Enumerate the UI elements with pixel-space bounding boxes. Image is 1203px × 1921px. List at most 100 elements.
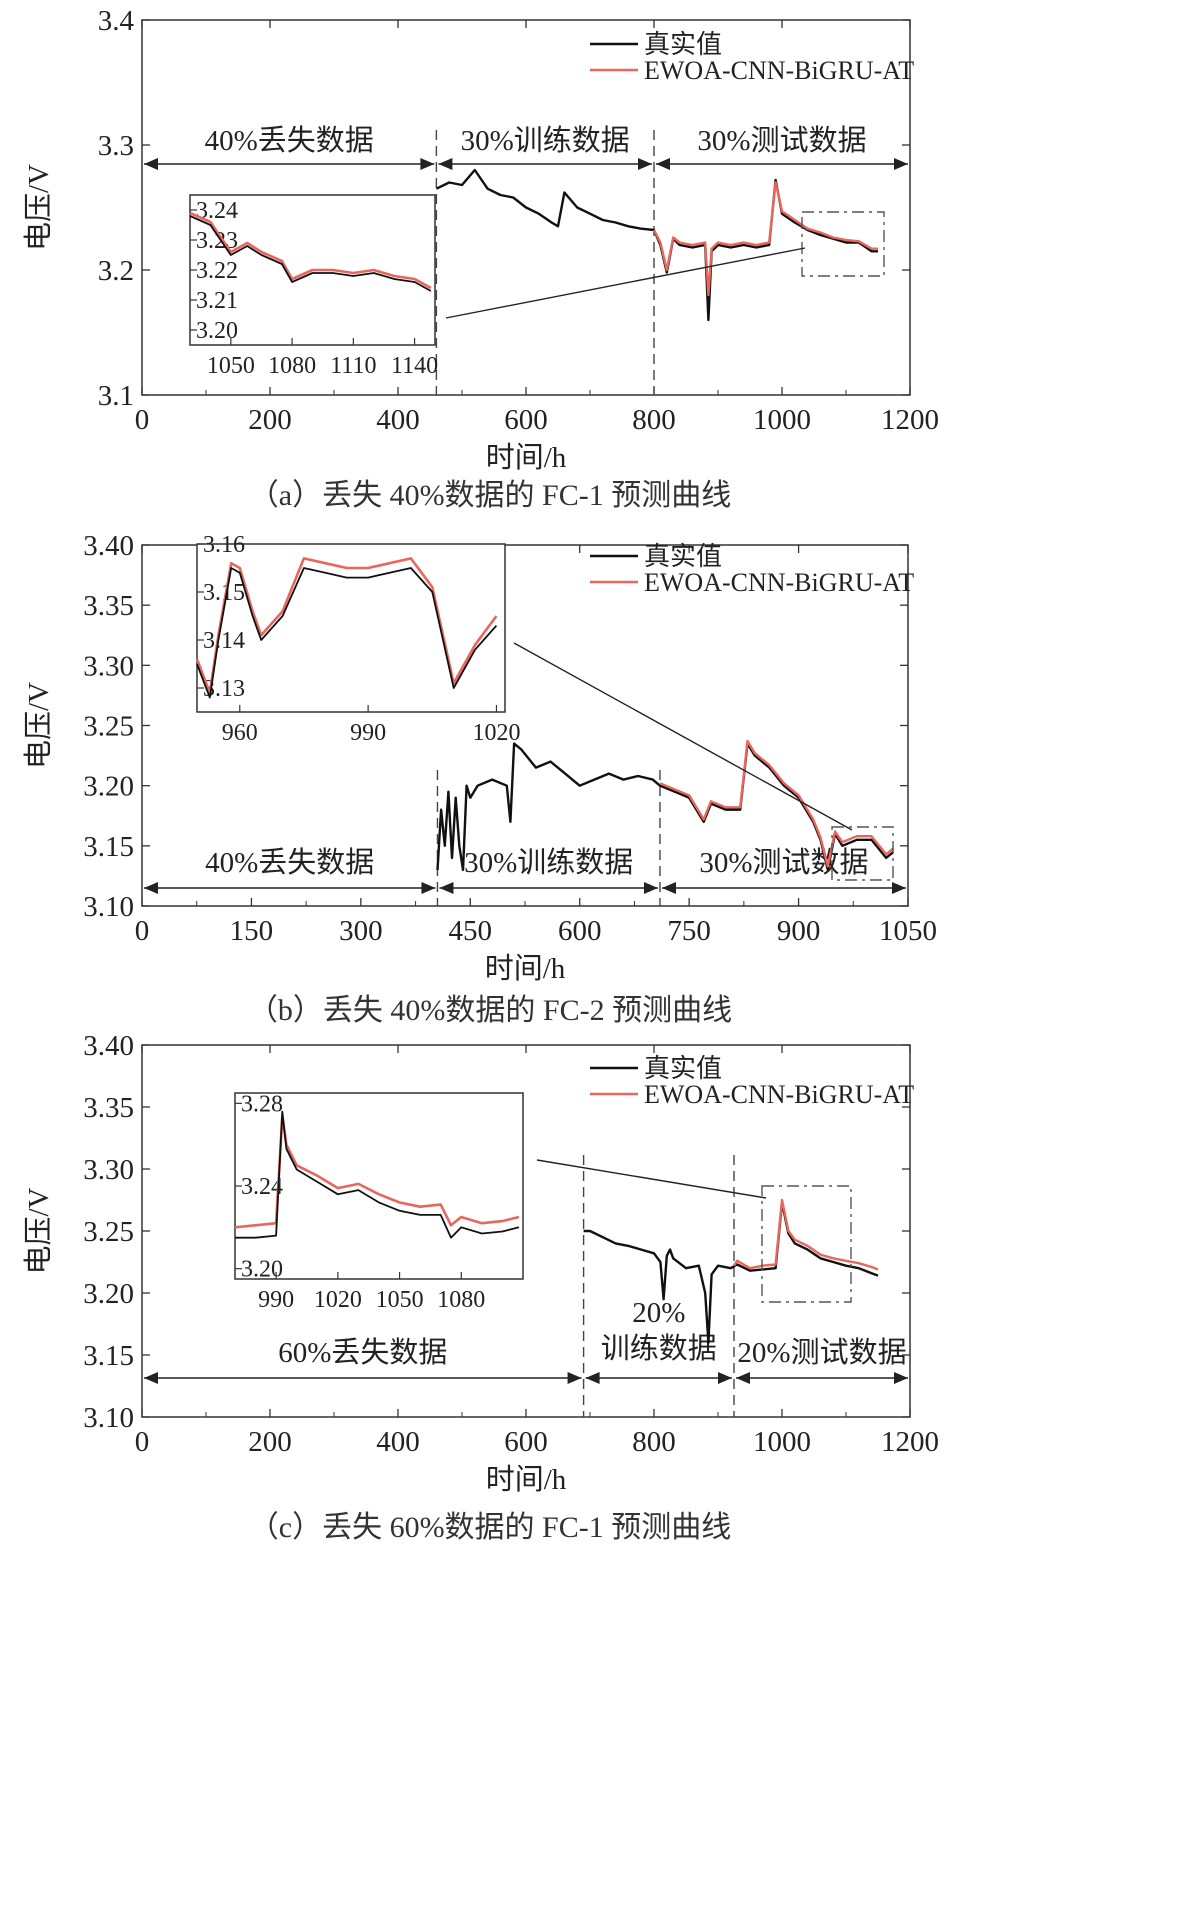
inset-actual-line xyxy=(235,1110,520,1239)
inset-y-tick-label: 3.24 xyxy=(241,1174,283,1200)
inset-predicted-line xyxy=(189,211,432,290)
arrow-head xyxy=(421,882,436,894)
x-tick-label: 600 xyxy=(504,404,548,436)
zoom-region-box xyxy=(801,211,885,277)
inset-x-tick-label: 1020 xyxy=(314,1287,362,1313)
legend-actual-label: 真实值 xyxy=(644,542,722,571)
inset-actual-line xyxy=(189,215,432,292)
y-tick-label: 3.30 xyxy=(83,1154,134,1186)
x-tick-label: 200 xyxy=(248,404,292,436)
x-tick-label: 1200 xyxy=(881,404,939,436)
x-tick-label: 150 xyxy=(230,915,274,947)
y-tick-label: 3.30 xyxy=(83,650,134,682)
panel-caption: （a）丢失 40%数据的 FC-1 预测曲线 xyxy=(249,479,732,512)
y-tick-label: 3.40 xyxy=(83,1030,134,1062)
inset-x-tick-label: 1050 xyxy=(207,353,255,379)
inset-x-tick-label: 990 xyxy=(258,1287,294,1313)
inset-x-tick-label: 1140 xyxy=(391,353,438,379)
x-tick-label: 1000 xyxy=(753,1426,811,1458)
y-tick-label: 3.25 xyxy=(83,711,134,743)
arrow-head xyxy=(567,1372,582,1384)
arrow-head xyxy=(894,158,908,170)
x-tick-label: 1050 xyxy=(879,915,937,947)
y-tick-label: 3.15 xyxy=(83,831,134,863)
inset-y-tick-label: 3.14 xyxy=(203,628,245,654)
zoom-region-box xyxy=(761,1185,852,1303)
zoom-connector-line xyxy=(536,1159,767,1199)
inset-x-tick-label: 1020 xyxy=(472,720,520,746)
zoom-connector-line xyxy=(445,247,806,319)
series-predicted-line xyxy=(659,739,895,868)
x-axis-label: 时间/h xyxy=(486,441,567,474)
chart-panel-c: 3.10 3.15 3.20 3.25 3.30 3.35 3.40 0 200 400 600 80… xyxy=(22,1030,939,1544)
legend-predicted-label: EWOA-CNN-BiGRU-AT xyxy=(644,568,914,597)
y-tick-label: 3.40 xyxy=(83,530,134,562)
inset-y-tick-label: 3.21 xyxy=(196,288,238,314)
arrow-head xyxy=(718,1372,732,1384)
segment-label: 40%丢失数据 xyxy=(205,846,374,879)
y-tick-label: 3.1 xyxy=(98,380,134,412)
x-tick-label: 400 xyxy=(376,404,420,436)
y-tick-label: 3.20 xyxy=(83,771,134,803)
series-predicted-line xyxy=(732,1198,879,1271)
x-tick-label: 1000 xyxy=(753,404,811,436)
inset-x-tick-label: 1080 xyxy=(268,353,316,379)
inset-y-tick-label: 3.20 xyxy=(196,318,238,344)
inset-x-tick-label: 990 xyxy=(350,720,386,746)
arrow-head xyxy=(894,1372,908,1384)
y-tick-label: 3.25 xyxy=(83,1216,134,1248)
inset-actual-line xyxy=(196,567,498,699)
inset-x-tick-label: 1080 xyxy=(437,1287,485,1313)
inset-y-tick-label: 3.28 xyxy=(241,1091,283,1117)
panel-caption: （c）丢失 60%数据的 FC-1 预测曲线 xyxy=(249,1511,732,1544)
inset-y-tick-label: 3.16 xyxy=(203,532,245,558)
x-tick-label: 400 xyxy=(376,1426,420,1458)
panel-caption: （b）丢失 40%数据的 FC-2 预测曲线 xyxy=(248,994,732,1027)
x-tick-label: 300 xyxy=(339,915,383,947)
y-axis-label: 电压/V xyxy=(22,1187,55,1274)
legend-actual-label: 真实值 xyxy=(644,1054,722,1083)
arrow-head xyxy=(420,158,435,170)
y-tick-label: 3.10 xyxy=(83,1402,134,1434)
y-tick-label: 3.3 xyxy=(98,130,134,162)
y-axis-label: 电压/V xyxy=(22,682,55,769)
arrow-head xyxy=(144,1372,158,1384)
segment-label: 30%训练数据 xyxy=(461,124,630,157)
inset-x-tick-label: 1050 xyxy=(376,1287,424,1313)
series-actual-line xyxy=(435,168,878,322)
segment-label: 60%丢失数据 xyxy=(278,1336,447,1369)
y-tick-label: 3.20 xyxy=(83,1278,134,1310)
legend-predicted-label: EWOA-CNN-BiGRU-AT xyxy=(644,1080,914,1109)
x-tick-label: 0 xyxy=(135,404,150,436)
zoom-region-box xyxy=(831,826,894,881)
arrow-head xyxy=(736,1372,750,1384)
y-tick-label: 3.2 xyxy=(98,255,134,287)
legend-actual-label: 真实值 xyxy=(644,30,722,59)
inset-y-tick-label: 3.24 xyxy=(196,198,238,224)
y-tick-label: 3.35 xyxy=(83,590,134,622)
y-tick-label: 3.4 xyxy=(98,5,135,37)
y-tick-label: 3.15 xyxy=(83,1340,134,1372)
arrow-head xyxy=(585,1372,600,1384)
segment-label: 30%测试数据 xyxy=(697,124,866,157)
series-predicted-line xyxy=(652,181,878,297)
x-axis-label: 时间/h xyxy=(486,1463,567,1496)
chart-panel-a: 3.1 3.2 3.3 3.4 0 200 400 600 800 1000 1200 时间/h 电压/… xyxy=(22,5,939,512)
arrow-head xyxy=(643,882,658,894)
segment-label: 40%丢失数据 xyxy=(205,124,374,157)
inset-x-tick-label: 960 xyxy=(222,720,258,746)
zoom-connector-line xyxy=(513,642,853,831)
inset-y-tick-label: 3.22 xyxy=(196,258,238,284)
y-axis-label: 电压/V xyxy=(22,164,55,251)
x-tick-label: 0 xyxy=(135,1426,150,1458)
arrow-head xyxy=(656,158,670,170)
y-tick-label: 3.10 xyxy=(83,891,134,923)
x-tick-label: 600 xyxy=(558,915,602,947)
y-tick-label: 3.35 xyxy=(83,1092,134,1124)
legend-predicted-label: EWOA-CNN-BiGRU-AT xyxy=(644,56,914,85)
